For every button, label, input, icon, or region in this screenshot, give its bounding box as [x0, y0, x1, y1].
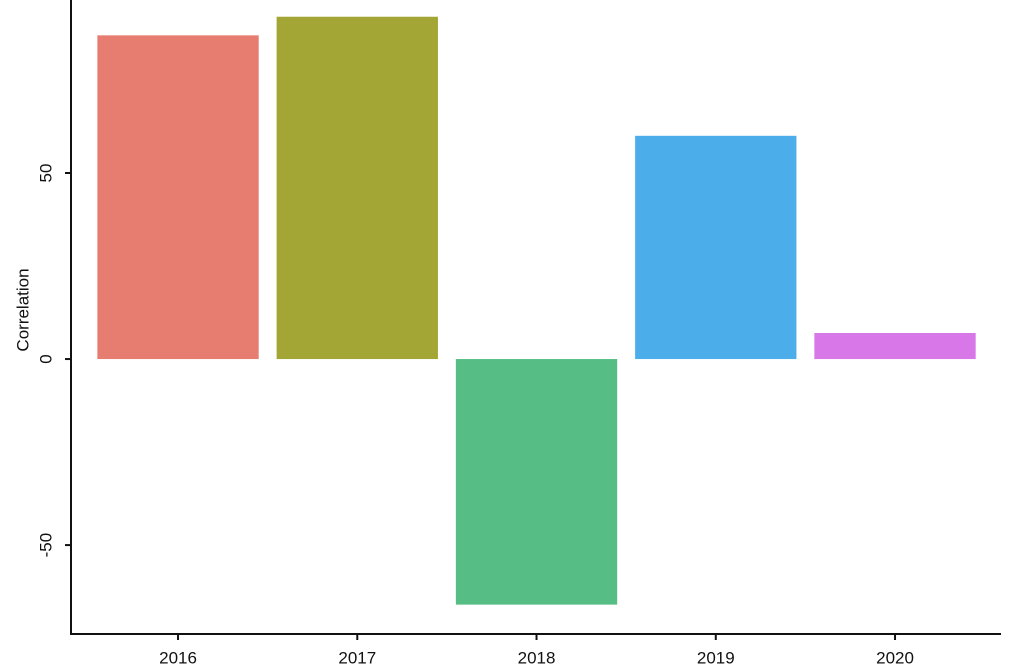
- x-tick-label: 2018: [518, 648, 556, 667]
- y-tick-label: 0: [36, 354, 55, 363]
- x-tick-label: 2019: [697, 648, 735, 667]
- bar: [97, 35, 259, 360]
- bar: [276, 16, 438, 360]
- x-tick-label: 2017: [338, 648, 376, 667]
- x-tick-label: 2016: [159, 648, 197, 667]
- x-tick-label: 2020: [876, 648, 914, 667]
- y-axis-label: Correlation: [13, 268, 32, 351]
- y-tick-label: -50: [36, 533, 55, 558]
- bar: [455, 359, 618, 605]
- bar: [635, 135, 797, 360]
- y-tick-label: 50: [36, 164, 55, 183]
- bar: [814, 332, 976, 360]
